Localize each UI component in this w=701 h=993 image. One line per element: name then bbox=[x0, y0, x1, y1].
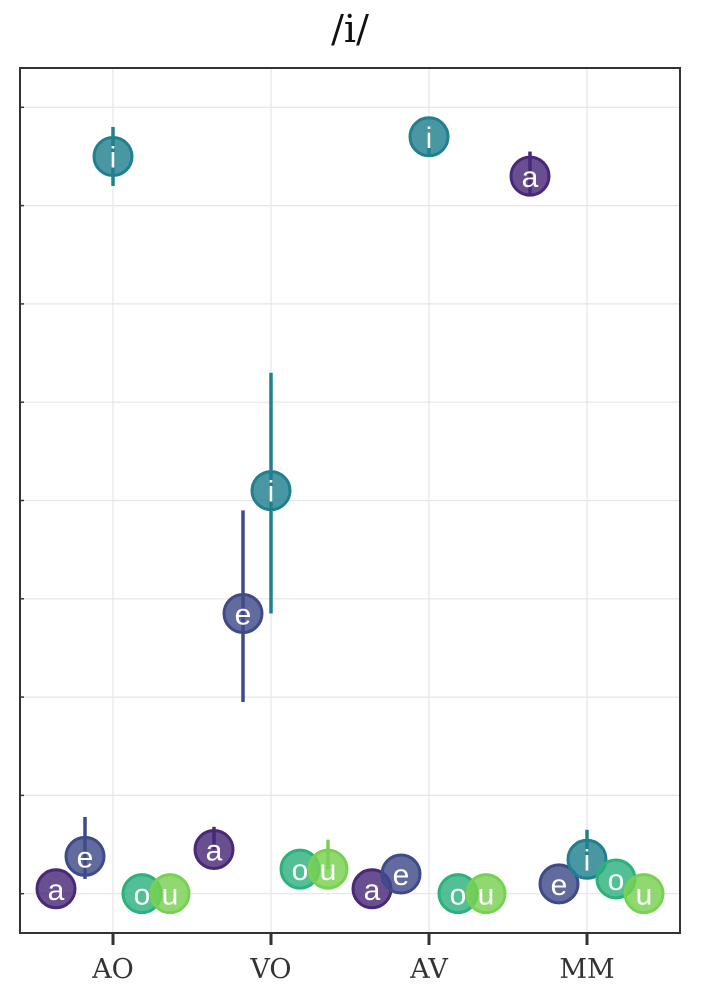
point-e-ao: e bbox=[64, 835, 106, 877]
point-e-mm: e bbox=[538, 863, 580, 905]
point-label: a bbox=[522, 161, 539, 194]
point-marker bbox=[35, 868, 77, 910]
point-marker bbox=[149, 873, 191, 915]
point-e-av: e bbox=[380, 853, 422, 895]
x-axis: AO VO AV MM bbox=[19, 106, 615, 985]
point-a-vo: a bbox=[193, 828, 235, 870]
point-label: o bbox=[292, 854, 309, 887]
point-label: e bbox=[551, 869, 568, 902]
point-marker bbox=[92, 135, 134, 177]
point-label: u bbox=[320, 854, 337, 887]
point-label: a bbox=[206, 834, 223, 867]
point-a-ao: a bbox=[35, 868, 77, 910]
point-e-vo: e bbox=[222, 593, 264, 635]
point-u-mm: u bbox=[623, 873, 665, 915]
x-axis-tick-label: AV bbox=[409, 954, 448, 985]
point-i-vo: i bbox=[250, 470, 292, 512]
point-label: e bbox=[77, 841, 94, 874]
point-marker bbox=[193, 828, 235, 870]
point-u-av: u bbox=[465, 873, 507, 915]
point-label: a bbox=[48, 874, 65, 907]
point-label: i bbox=[268, 476, 275, 509]
x-axis-tick-label: AO bbox=[91, 954, 134, 985]
point-a-mm: a bbox=[509, 155, 551, 197]
point-marker bbox=[380, 853, 422, 895]
chart-title: /i/ bbox=[331, 7, 369, 51]
point-label: e bbox=[235, 599, 252, 632]
point-label: a bbox=[364, 874, 381, 907]
point-label: i bbox=[584, 844, 591, 877]
point-label: o bbox=[450, 879, 467, 912]
point-label: i bbox=[426, 122, 433, 155]
point-label: i bbox=[110, 141, 117, 174]
point-marker bbox=[465, 873, 507, 915]
point-marker bbox=[509, 155, 551, 197]
point-o-vo: o bbox=[279, 848, 321, 890]
point-marker bbox=[566, 838, 608, 880]
point-o-av: o bbox=[437, 873, 479, 915]
point-u-ao: u bbox=[149, 873, 191, 915]
x-axis-tick-label: MM bbox=[559, 954, 614, 985]
point-u-vo: u bbox=[307, 848, 349, 890]
point-label: u bbox=[636, 879, 653, 912]
point-i-ao: i bbox=[92, 135, 134, 177]
point-marker bbox=[408, 116, 450, 158]
point-marker bbox=[64, 835, 106, 877]
point-marker bbox=[222, 593, 264, 635]
x-axis-tick-label: VO bbox=[249, 954, 291, 985]
point-marker bbox=[250, 470, 292, 512]
point-marker bbox=[623, 873, 665, 915]
point-marker bbox=[307, 848, 349, 890]
point-marker bbox=[538, 863, 580, 905]
point-label: o bbox=[134, 879, 151, 912]
point-i-av: i bbox=[408, 116, 450, 158]
point-i-mm: i bbox=[566, 838, 608, 880]
point-label: u bbox=[162, 879, 179, 912]
point-label: e bbox=[393, 859, 410, 892]
point-label: o bbox=[608, 864, 625, 897]
point-label: u bbox=[478, 879, 495, 912]
